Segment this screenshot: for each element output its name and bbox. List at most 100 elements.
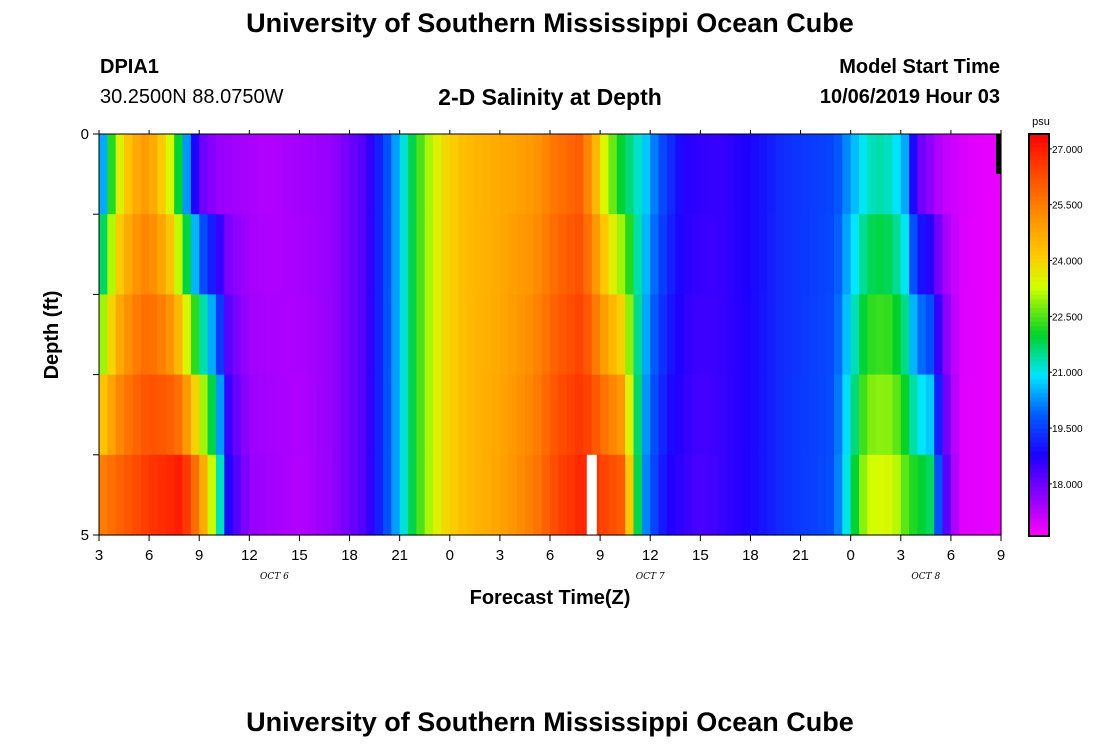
x-tick-label: 21 xyxy=(792,547,809,564)
colorbar-segment xyxy=(1029,232,1049,238)
heatmap-cell xyxy=(767,294,777,376)
heatmap-cell xyxy=(174,134,184,215)
heatmap-cell xyxy=(641,374,651,456)
heatmap-cell xyxy=(249,134,259,215)
heatmap-cell xyxy=(307,454,317,536)
colorbar-segment xyxy=(1029,142,1049,148)
heatmap-cell xyxy=(124,134,134,215)
heatmap-cell xyxy=(892,454,902,536)
x-tick-label: 21 xyxy=(391,547,408,564)
heatmap-cell xyxy=(374,454,384,536)
heatmap-cell xyxy=(984,374,994,456)
heatmap-cell xyxy=(633,214,643,295)
heatmap-cell xyxy=(558,294,568,376)
heatmap-cell xyxy=(817,134,827,215)
heatmap-cell xyxy=(408,134,417,215)
heatmap-cell xyxy=(424,134,434,215)
edge-marker xyxy=(996,134,1001,174)
heatmap-cell xyxy=(132,214,142,295)
heatmap-cell xyxy=(483,374,493,456)
heatmap-cell xyxy=(416,214,426,295)
colorbar-segment xyxy=(1029,522,1049,528)
heatmap-cell xyxy=(366,294,376,376)
x-tick-label: 3 xyxy=(95,547,103,564)
heatmap-cell xyxy=(433,374,443,456)
colorbar-tick-label: 22.500 xyxy=(1052,312,1083,323)
heatmap-cell xyxy=(591,374,601,456)
heatmap-cell xyxy=(366,214,376,295)
heatmap-cell xyxy=(491,294,501,376)
heatmap-cell xyxy=(608,454,618,536)
colorbar-segment xyxy=(1029,469,1049,475)
heatmap-cell xyxy=(132,454,142,536)
heatmap-cell xyxy=(291,134,301,215)
heatmap-cell xyxy=(884,374,894,456)
heatmap-cell xyxy=(291,374,301,456)
heatmap-cell xyxy=(149,214,159,295)
heatmap-cell xyxy=(399,294,409,376)
heatmap-cell xyxy=(474,374,484,456)
x-tick-label: 18 xyxy=(341,547,358,564)
heatmap-cell xyxy=(240,454,250,536)
heatmap-cell xyxy=(950,214,960,295)
heatmap-cell xyxy=(424,214,434,295)
x-tick-label: 18 xyxy=(742,547,759,564)
heatmap-cell xyxy=(550,134,559,215)
heatmap-cell xyxy=(742,374,752,456)
heatmap-cell xyxy=(733,294,743,376)
heatmap-cell xyxy=(307,214,317,295)
heatmap-cell xyxy=(717,214,726,295)
colorbar-segment xyxy=(1029,513,1049,519)
heatmap-cell xyxy=(499,454,509,536)
heatmap-cell xyxy=(199,134,209,215)
heatmap-cell xyxy=(324,454,334,536)
heatmap-cell xyxy=(558,454,568,536)
heatmap-cell xyxy=(341,294,351,376)
colorbar-segment xyxy=(1029,196,1049,202)
heatmap-cell xyxy=(249,374,259,456)
heatmap-cell xyxy=(332,214,342,295)
colorbar-segment xyxy=(1029,330,1049,336)
heatmap-cell xyxy=(474,294,484,376)
heatmap-cell xyxy=(349,454,359,536)
heatmap-cell xyxy=(224,294,234,376)
heatmap-cell xyxy=(483,454,493,536)
colorbar-segment xyxy=(1029,518,1049,524)
colorbar-segment xyxy=(1029,419,1049,425)
heatmap-cell xyxy=(291,214,301,295)
heatmap-cell xyxy=(992,134,1002,215)
heatmap-cell xyxy=(900,134,910,215)
heatmap-cell xyxy=(842,294,852,376)
heatmap-cell xyxy=(550,454,559,536)
heatmap-cell xyxy=(207,374,217,456)
heatmap-cell xyxy=(942,294,952,376)
heatmap-cell xyxy=(316,294,326,376)
heatmap-cell xyxy=(499,214,509,295)
heatmap-cell xyxy=(449,214,459,295)
heatmap-cell xyxy=(817,374,827,456)
heatmap-cell xyxy=(533,374,543,456)
colorbar-segment xyxy=(1029,299,1049,305)
heatmap-cell xyxy=(399,454,409,536)
heatmap-cell xyxy=(190,214,200,295)
heatmap-cell xyxy=(867,134,877,215)
heatmap-cell xyxy=(775,134,785,215)
heatmap-cell xyxy=(566,374,576,456)
heatmap-cell xyxy=(575,134,585,215)
heatmap-cell xyxy=(850,214,860,295)
heatmap-cell xyxy=(583,214,593,295)
heatmap-cell xyxy=(408,214,417,295)
heatmap-cell xyxy=(934,374,944,456)
heatmap-cell xyxy=(975,374,985,456)
colorbar-segment xyxy=(1029,294,1049,300)
heatmap-cell xyxy=(541,214,551,295)
heatmap-cell xyxy=(483,214,493,295)
heatmap-cell xyxy=(190,374,200,456)
heatmap-cell xyxy=(825,374,835,456)
heatmap-cell xyxy=(750,214,760,295)
heatmap-cell xyxy=(466,374,476,456)
heatmap-cell xyxy=(165,454,175,536)
heatmap-cell xyxy=(666,374,676,456)
x-tick-label: 9 xyxy=(997,547,1005,564)
colorbar-tick-label: 27.000 xyxy=(1052,145,1083,156)
